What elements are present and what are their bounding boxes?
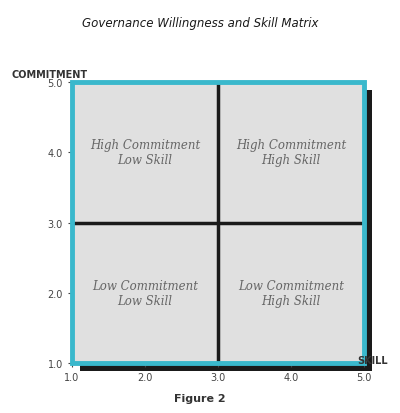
Bar [218,83,364,223]
Text: Low Commitment
High Skill: Low Commitment High Skill [238,279,344,307]
Bar [72,83,218,223]
FancyBboxPatch shape [80,90,372,371]
Bar [218,223,364,363]
Text: Low Commitment
Low Skill: Low Commitment Low Skill [92,279,198,307]
Text: Figure 2: Figure 2 [174,393,226,403]
Text: High Commitment
Low Skill: High Commitment Low Skill [90,139,200,167]
Text: SKILL: SKILL [357,356,388,366]
Text: Governance Willingness and Skill Matrix: Governance Willingness and Skill Matrix [82,17,318,29]
Text: COMMITMENT: COMMITMENT [12,70,88,80]
Text: High Commitment
High Skill: High Commitment High Skill [236,139,346,167]
Bar [72,223,218,363]
